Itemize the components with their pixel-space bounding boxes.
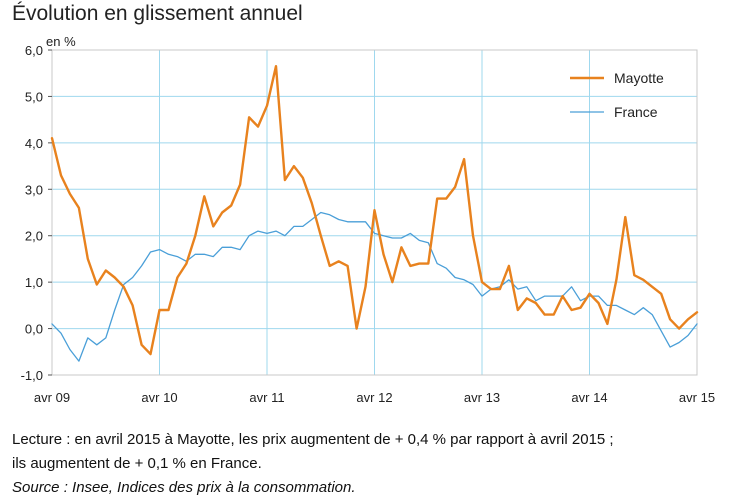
legend: Mayotte France [570,70,664,120]
legend-label-france: France [614,104,658,120]
y-tick-label: 0,0 [25,322,43,337]
y-tick-label: 2,0 [25,229,43,244]
note-line-2: ils augmentent de + 0,1 % en France. [12,455,262,472]
x-tick-label: avr 10 [141,390,177,405]
chart-title: Évolution en glissement annuel [12,2,303,25]
series [50,64,699,362]
x-tick-label: avr 13 [464,390,500,405]
y-tick-label: 4,0 [25,136,43,151]
y-tick-label: 5,0 [25,89,43,104]
series-line-france [51,211,698,362]
y-tick-label: 6,0 [25,43,43,58]
series-line-mayotte [50,64,699,356]
x-tick-label: avr 09 [34,390,70,405]
y-tick-label: 3,0 [25,182,43,197]
line-chart: 6,05,04,03,02,01,00,0-1,0 avr 09 avr 10 av… [21,34,715,405]
note-source: Source : Insee, Indices des prix à la co… [12,479,356,496]
x-tick-label: avr 12 [356,390,392,405]
note-line-1: Lecture : en avril 2015 à Mayotte, les p… [12,431,614,448]
plot-frame [51,49,698,376]
y-axis: 6,0 5,0 4,0 3,0 2,0 1,0 0,0 -1,0 [21,43,52,383]
chart-note: Lecture : en avril 2015 à Mayotte, les p… [12,428,737,500]
x-tick-label: avr 15 [679,390,715,405]
y-tick-label: 1,0 [25,275,43,290]
x-tick-label: avr 14 [571,390,607,405]
y-axis-label: en % [46,34,76,49]
x-tick-label: avr 11 [249,390,284,405]
x-axis: avr 09 avr 10 avr 11 avr 12 avr 13 avr 14 avr … [34,390,715,405]
y-tick-label: -1,0 [21,368,43,383]
legend-label-mayotte: Mayotte [614,70,664,86]
